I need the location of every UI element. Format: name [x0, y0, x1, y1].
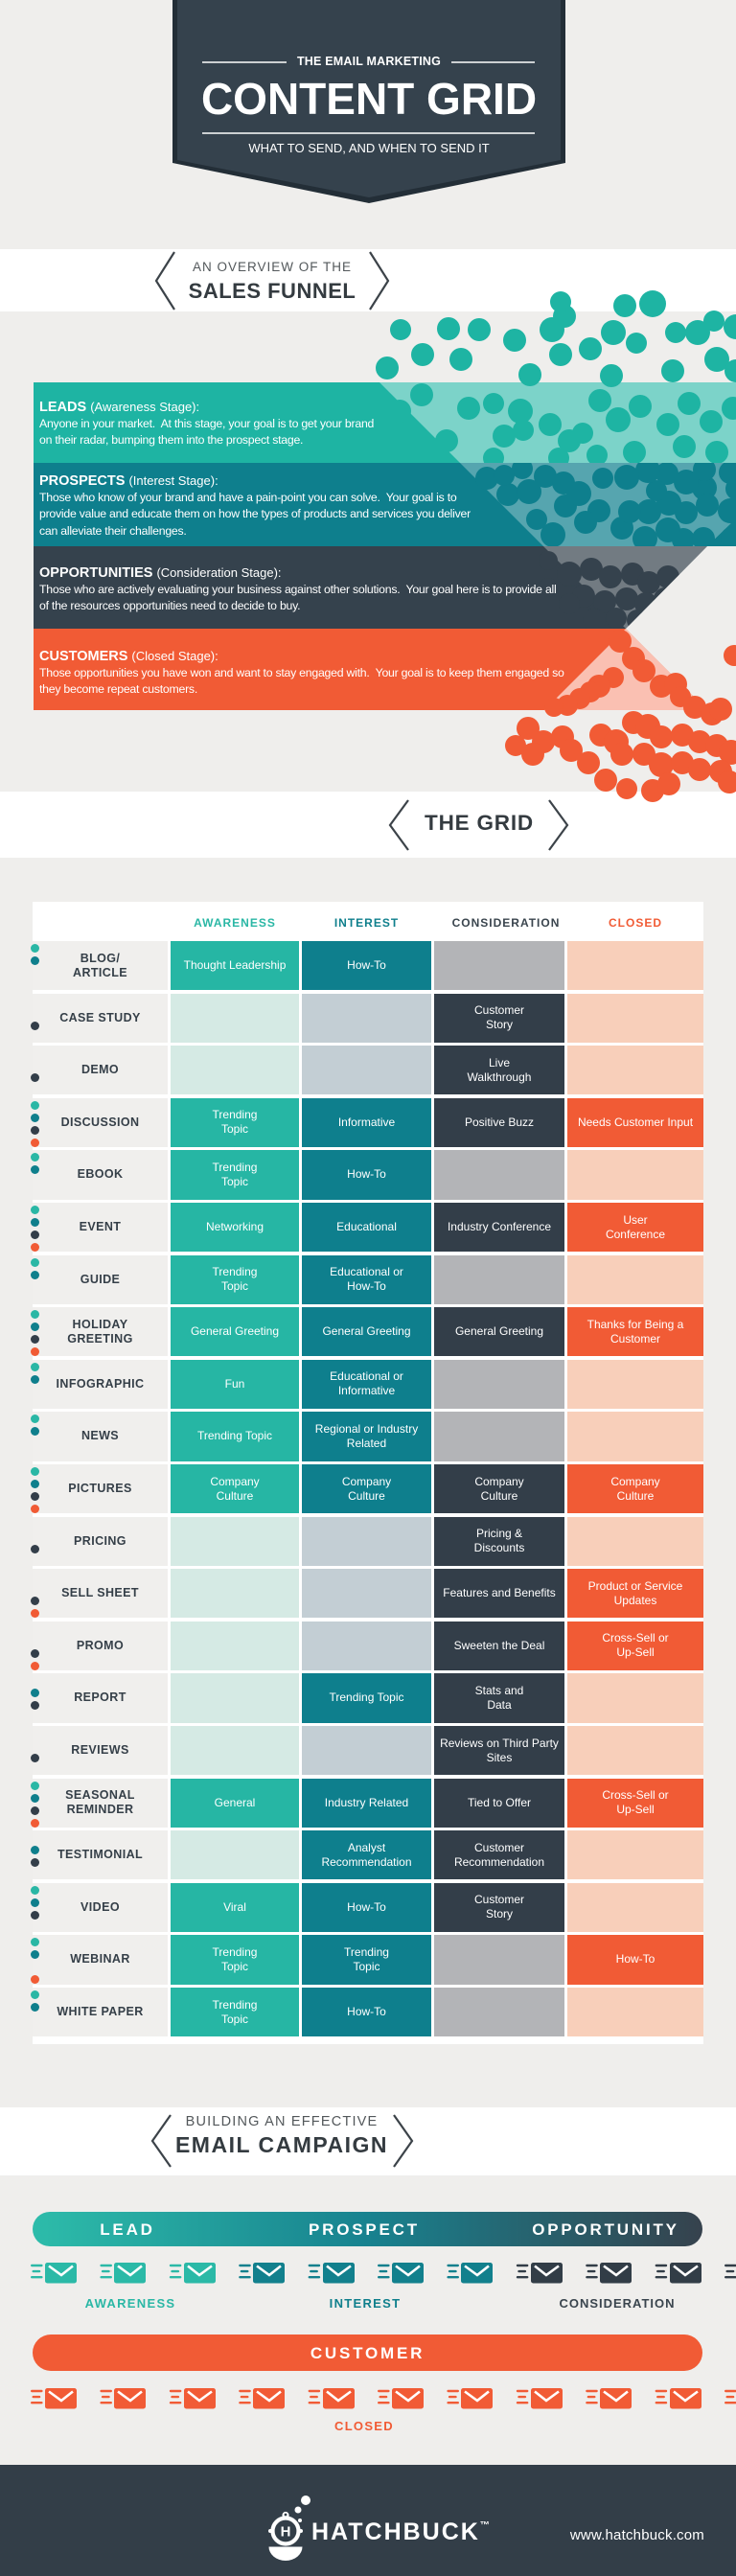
svg-text:H: H — [281, 2524, 291, 2541]
